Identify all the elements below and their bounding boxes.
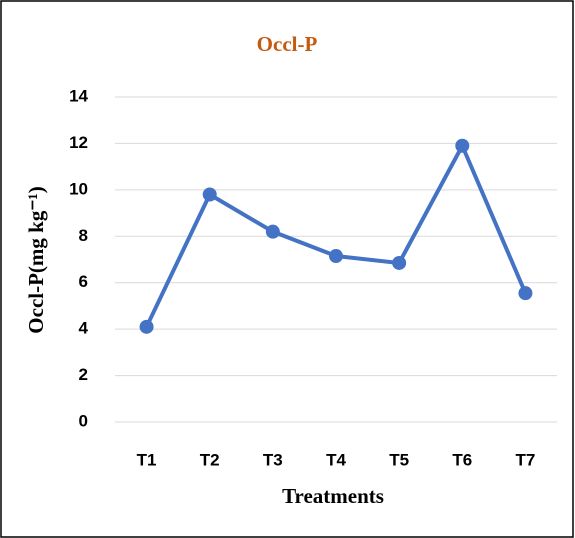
y-tick-label: 6	[79, 272, 88, 291]
plot	[139, 138, 533, 334]
marker	[265, 224, 280, 239]
y-tick-label: 10	[69, 179, 88, 198]
x-tick-label: T4	[326, 450, 346, 469]
marker	[392, 255, 407, 270]
y-tick-label: 2	[79, 365, 88, 384]
x-tick-label: T2	[200, 450, 220, 469]
chart-title: Occl-P	[257, 32, 318, 56]
marker	[518, 286, 533, 301]
marker	[455, 138, 470, 153]
y-tick-label: 4	[79, 319, 89, 338]
x-tick-label: T5	[389, 450, 409, 469]
x-tick-label: T6	[452, 450, 472, 469]
x-axis-label: Treatments	[282, 484, 384, 508]
y-axis-label: Occl-P(mg kg⁻¹)	[24, 186, 48, 333]
x-tick-label: T3	[263, 450, 283, 469]
marker	[329, 249, 343, 264]
marker	[202, 187, 217, 202]
x-tick-label: T1	[137, 450, 157, 469]
grid: 0 2 4 6 8 10 12 14 T1 T2 T3 T4 T5 T6 T7	[69, 86, 557, 469]
marker	[139, 319, 154, 334]
y-tick-label: 0	[79, 411, 88, 430]
x-tick-label: T7	[516, 450, 536, 469]
y-tick-label: 8	[79, 226, 88, 245]
y-tick-label: 12	[69, 133, 88, 152]
y-tick-label: 14	[69, 86, 88, 105]
